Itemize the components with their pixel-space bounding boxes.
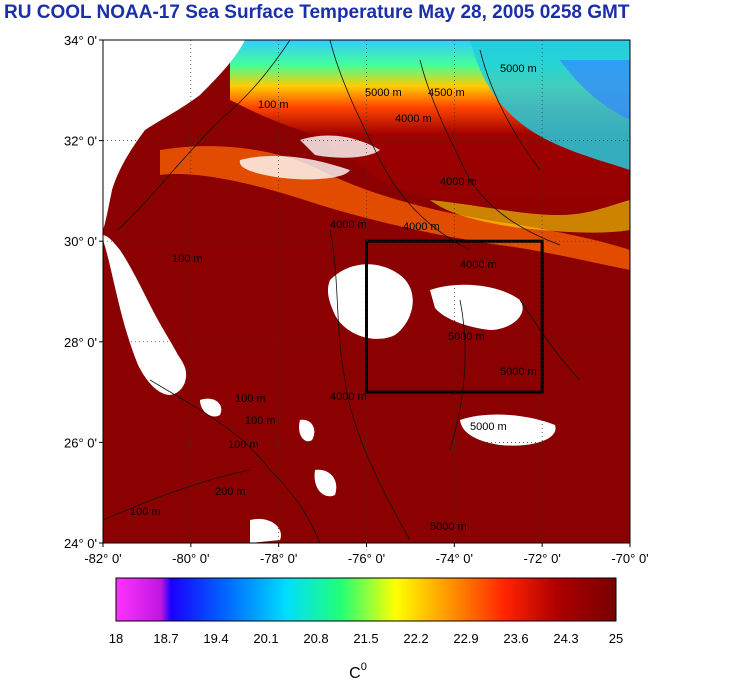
longitude-tick-label: -82° 0': [84, 551, 121, 566]
contour-label: 100 m: [172, 253, 203, 265]
land-florida: [103, 235, 187, 395]
longitude-tick-label: -74° 0': [436, 551, 473, 566]
yellow-band: [430, 200, 630, 233]
contour-label: 5000 m: [430, 521, 467, 533]
longitude-tick-label: -78° 0': [260, 551, 297, 566]
cold-water-patch-2: [560, 60, 630, 120]
colorbar-ticks: 18 18.7 19.4 20.1 20.8 21.5 22.2 22.9 23.6 24.3 25: [109, 631, 623, 646]
map-title: RU COOL NOAA-17 Sea Surface Temperature …: [4, 2, 630, 23]
contour-label-group: 5000 m 4500 m 4000 m 5000 m 100 m 4000 m…: [130, 63, 537, 533]
latitude-tick-label: 26° 0': [64, 435, 97, 450]
longitude-tick-label: -72° 0': [524, 551, 561, 566]
longitude-axis: -82° 0' -80° 0' -78° 0' -76° 0' -74° 0' -72° …: [84, 543, 649, 566]
contour-label: 100 m: [235, 393, 266, 405]
latitude-tick-label: 30° 0': [64, 234, 97, 249]
colorbar-tick-label: 18.7: [153, 631, 178, 646]
contour-label: 5000 m: [470, 421, 507, 433]
contour-label: 100 m: [258, 99, 289, 111]
contour-label: 4000 m: [330, 391, 367, 403]
colorbar-tick-label: 20.8: [303, 631, 328, 646]
latitude-axis: 34° 0' 32° 0' 30° 0' 28° 0' 26° 0' 24° 0': [64, 33, 103, 551]
latitude-tick-label: 34° 0': [64, 33, 97, 48]
colorbar-tick-label: 22.2: [403, 631, 428, 646]
colorbar-tick-label: 21.5: [353, 631, 378, 646]
contour-label: 100 m: [228, 439, 259, 451]
contour-label: 4500 m: [428, 87, 465, 99]
longitude-tick-label: -76° 0': [348, 551, 385, 566]
unit-superscript: 0: [361, 661, 367, 673]
colorbar-tick-label: 24.3: [553, 631, 578, 646]
contour-label: 4000 m: [330, 219, 367, 231]
contour-label: 5000 m: [500, 366, 537, 378]
latitude-tick-label: 28° 0': [64, 335, 97, 350]
colorbar-tick-label: 19.4: [203, 631, 228, 646]
bathymetry-contours: [103, 40, 581, 543]
colorbar-tick-label: 20.1: [253, 631, 278, 646]
colorbar-tick-label: 22.9: [453, 631, 478, 646]
unit-text: C: [349, 665, 361, 680]
contour-label: 100 m: [130, 506, 161, 518]
longitude-tick-label: -80° 0': [172, 551, 209, 566]
contour-label: 4000 m: [460, 259, 497, 271]
contour-label: 5000 m: [448, 331, 485, 343]
contour-label: 4000 m: [440, 176, 477, 188]
colorbar-tick-label: 23.6: [503, 631, 528, 646]
contour-label: 5000 m: [500, 63, 537, 75]
latitude-tick-label: 24° 0': [64, 536, 97, 551]
colorbar: 18 18.7 19.4 20.1 20.8 21.5 22.2 22.9 23.6 24.3 25…: [109, 577, 623, 680]
colorbar-tick-label: 18: [109, 631, 123, 646]
contour-label: 200 m: [215, 486, 246, 498]
land-southeast-us: [103, 40, 245, 230]
colorbar-unit-label: C0: [349, 661, 367, 680]
colorbar-tick-label: 25: [609, 631, 623, 646]
cloud-patches: [200, 135, 556, 543]
contour-label: 5000 m: [365, 87, 402, 99]
latitude-tick-label: 32° 0': [64, 134, 97, 149]
contour-label: 100 m: [245, 415, 276, 427]
longitude-tick-label: -70° 0': [611, 551, 648, 566]
contour-label: 4000 m: [395, 113, 432, 125]
colorbar-gradient: [115, 577, 617, 622]
contour-label: 4000 m: [403, 221, 440, 233]
